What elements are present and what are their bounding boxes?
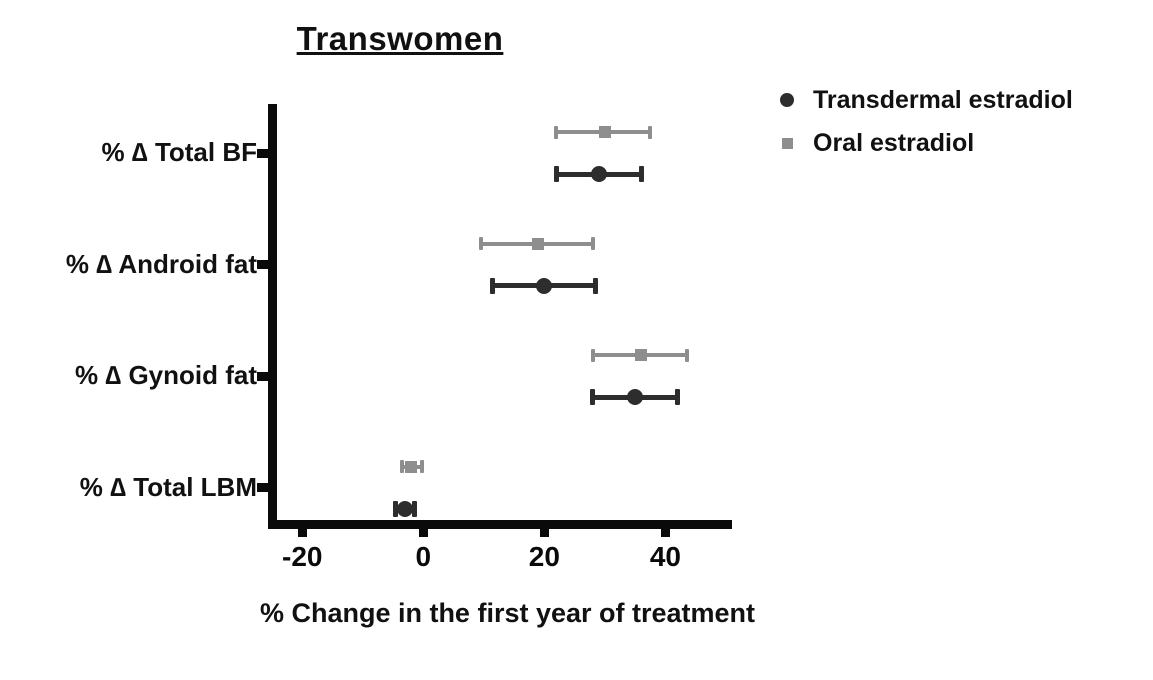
- x-tick-label: 20: [528, 541, 560, 572]
- error-cap-high: [638, 166, 644, 182]
- category-label: % ∆ Total LBM: [79, 471, 257, 502]
- error-cap-low: [478, 237, 483, 250]
- legend: Transdermal estradiol Oral estradiol: [780, 84, 1073, 159]
- square-marker-icon: [782, 137, 793, 149]
- y-tick: [256, 371, 268, 381]
- error-cap-low: [590, 389, 596, 405]
- error-cap-low: [590, 348, 595, 362]
- error-cap-high: [419, 460, 424, 473]
- data-point-square: [532, 237, 545, 250]
- legend-item-oral: Oral estradiol: [780, 127, 1073, 159]
- error-cap-high: [593, 277, 599, 294]
- legend-label-transdermal: Transdermal estradiol: [813, 85, 1073, 114]
- y-tick: [256, 260, 268, 269]
- y-axis: [267, 104, 277, 529]
- x-tick: [660, 529, 670, 537]
- x-axis-label: % Change in the first year of treatment: [259, 598, 756, 628]
- data-point-square: [405, 460, 418, 473]
- error-cap-low: [392, 500, 398, 517]
- error-cap-high: [411, 500, 417, 517]
- data-point-circle: [536, 277, 553, 294]
- x-tick-label: 40: [649, 541, 681, 572]
- data-point-circle: [590, 166, 607, 182]
- category-label: % ∆ Android fat: [65, 248, 257, 279]
- error-cap-low: [554, 125, 559, 139]
- x-tick: [539, 529, 549, 537]
- error-cap-high: [590, 237, 595, 250]
- x-tick: [297, 529, 307, 537]
- error-cap-low: [490, 277, 496, 294]
- error-cap-high: [648, 125, 653, 139]
- y-tick: [256, 148, 268, 158]
- x-tick: [418, 529, 428, 537]
- chart-title: Transwomen: [296, 20, 504, 57]
- category-label: % ∆ Gynoid fat: [74, 359, 257, 390]
- data-point-circle: [627, 389, 644, 405]
- error-cap-low: [400, 460, 405, 473]
- category-label: % ∆ Total BF: [101, 136, 257, 167]
- x-tick-label: -20: [282, 541, 323, 572]
- y-tick: [256, 483, 268, 492]
- x-tick-label: 0: [415, 541, 432, 572]
- data-point-square: [635, 349, 648, 361]
- data-point-square: [598, 126, 611, 138]
- x-axis: [267, 520, 732, 529]
- legend-item-transdermal: Transdermal estradiol: [780, 84, 1073, 116]
- error-cap-high: [684, 348, 689, 362]
- error-cap-low: [553, 166, 559, 182]
- error-cap-high: [675, 389, 681, 405]
- data-point-circle: [397, 500, 414, 517]
- legend-label-oral: Oral estradiol: [813, 128, 975, 157]
- circle-marker-icon: [780, 93, 794, 107]
